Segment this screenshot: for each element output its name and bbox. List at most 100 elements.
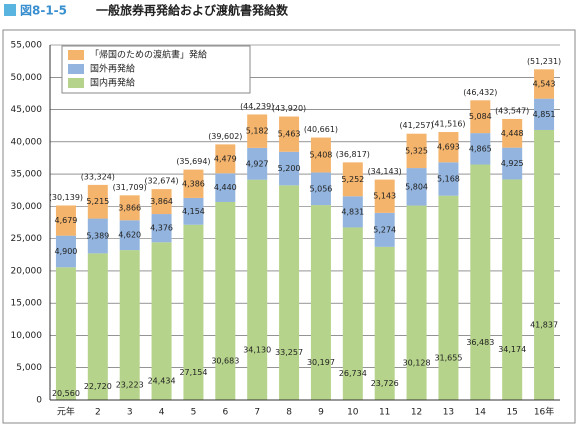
total-label: (44,239) <box>240 102 274 111</box>
legend-swatch <box>68 64 84 74</box>
total-label: (31,709) <box>113 183 147 192</box>
x-tick-label: 2 <box>95 408 101 418</box>
bar-segment <box>534 129 555 400</box>
value-label: 5,084 <box>469 112 492 121</box>
value-label: 30,128 <box>403 358 431 367</box>
value-label: 4,693 <box>437 143 460 152</box>
x-tick-label: 7 <box>254 408 260 418</box>
value-label: 5,168 <box>437 175 460 184</box>
x-tick-label: 16年 <box>534 406 554 418</box>
value-label: 5,215 <box>86 197 109 206</box>
value-label: 30,683 <box>211 356 239 365</box>
value-label: 4,927 <box>246 159 269 168</box>
value-label: 4,620 <box>118 231 141 240</box>
value-label: 4,851 <box>533 110 556 119</box>
bar-segment <box>406 133 427 169</box>
y-tick-label: 50,000 <box>11 73 43 83</box>
y-tick-label: 25,000 <box>11 234 43 244</box>
legend-swatch <box>68 78 84 88</box>
bar-segment <box>119 220 140 251</box>
legend-label: 「帰国のための渡航書」発給 <box>90 49 207 61</box>
value-label: 5,408 <box>309 151 332 160</box>
bar-segment <box>502 118 523 148</box>
x-tick-label: 元年 <box>57 406 75 418</box>
total-label: (36,817) <box>336 150 370 159</box>
bar-segment <box>502 147 523 180</box>
bar-segment <box>470 164 491 400</box>
x-tick-label: 9 <box>318 408 324 418</box>
figure-label: 図8-1-5 <box>20 4 67 18</box>
x-tick-label: 11 <box>379 408 390 418</box>
value-label: 4,479 <box>214 154 237 163</box>
bar-segment <box>406 205 427 400</box>
bar-segment <box>279 185 300 400</box>
bar-segment <box>342 196 363 228</box>
value-label: 5,182 <box>246 127 269 136</box>
bar-segment <box>55 267 76 400</box>
bar-segment <box>87 253 108 400</box>
value-label: 27,154 <box>179 368 207 377</box>
value-label: 33,257 <box>275 348 303 357</box>
value-label: 3,866 <box>118 203 141 212</box>
title-icon <box>4 4 16 16</box>
value-label: 4,376 <box>150 224 173 233</box>
value-label: 4,440 <box>214 183 237 192</box>
total-label: (30,139) <box>49 193 83 202</box>
value-label: 4,679 <box>54 216 77 225</box>
value-label: 5,252 <box>341 175 364 184</box>
value-label: 4,865 <box>469 144 492 153</box>
bar-segment <box>247 114 268 148</box>
legend-label: 国内再発給 <box>90 77 135 89</box>
bar-segment <box>215 144 236 174</box>
value-label: 34,174 <box>498 345 526 354</box>
bar-segment <box>119 250 140 400</box>
total-label: (41,257) <box>399 121 433 130</box>
x-tick-label: 5 <box>191 408 197 418</box>
value-label: 5,056 <box>309 184 332 193</box>
total-label: (34,143) <box>368 167 402 176</box>
x-tick-label: 12 <box>411 408 422 418</box>
y-tick-label: 30,000 <box>11 202 43 212</box>
y-tick-label: 15,000 <box>11 299 43 309</box>
bar-segment <box>470 133 491 165</box>
bar-segment <box>151 189 172 215</box>
bar-segment <box>279 116 300 152</box>
value-label: 5,274 <box>373 225 396 234</box>
value-label: 4,925 <box>501 159 524 168</box>
value-label: 41,837 <box>530 320 558 329</box>
bar-segment <box>247 147 268 180</box>
bar-segment <box>342 162 363 197</box>
bar-segment <box>279 151 300 186</box>
bar-segment <box>534 98 555 130</box>
bar-segment <box>151 242 172 400</box>
bar-segment <box>438 195 459 400</box>
y-tick-label: 35,000 <box>11 170 43 180</box>
y-tick-label: 45,000 <box>11 105 43 115</box>
y-tick-label: 40,000 <box>11 137 43 147</box>
total-label: (39,602) <box>208 132 242 141</box>
y-tick-label: 10,000 <box>11 331 43 341</box>
bar-segment <box>374 212 395 247</box>
bar-segment <box>374 179 395 213</box>
value-label: 5,200 <box>278 164 301 173</box>
total-label: (33,324) <box>81 172 115 181</box>
value-label: 5,804 <box>405 182 428 191</box>
value-label: 4,900 <box>54 247 77 256</box>
value-label: 5,325 <box>405 146 428 155</box>
value-label: 23,726 <box>371 379 399 388</box>
bar-segment <box>183 169 204 198</box>
bar-segment <box>247 179 268 400</box>
value-label: 4,154 <box>182 207 205 216</box>
x-tick-label: 15 <box>506 408 517 418</box>
bar-segment <box>55 205 76 236</box>
value-label: 4,386 <box>182 179 205 188</box>
value-label: 5,389 <box>86 231 109 240</box>
bar-segment <box>438 132 459 163</box>
bar-segment <box>310 205 331 400</box>
x-tick-label: 6 <box>222 408 228 418</box>
bar-segment <box>215 201 236 400</box>
bar-segment <box>470 100 491 134</box>
total-label: (43,920) <box>272 104 306 113</box>
bar-segment <box>87 218 108 254</box>
bar-segment <box>183 224 204 400</box>
